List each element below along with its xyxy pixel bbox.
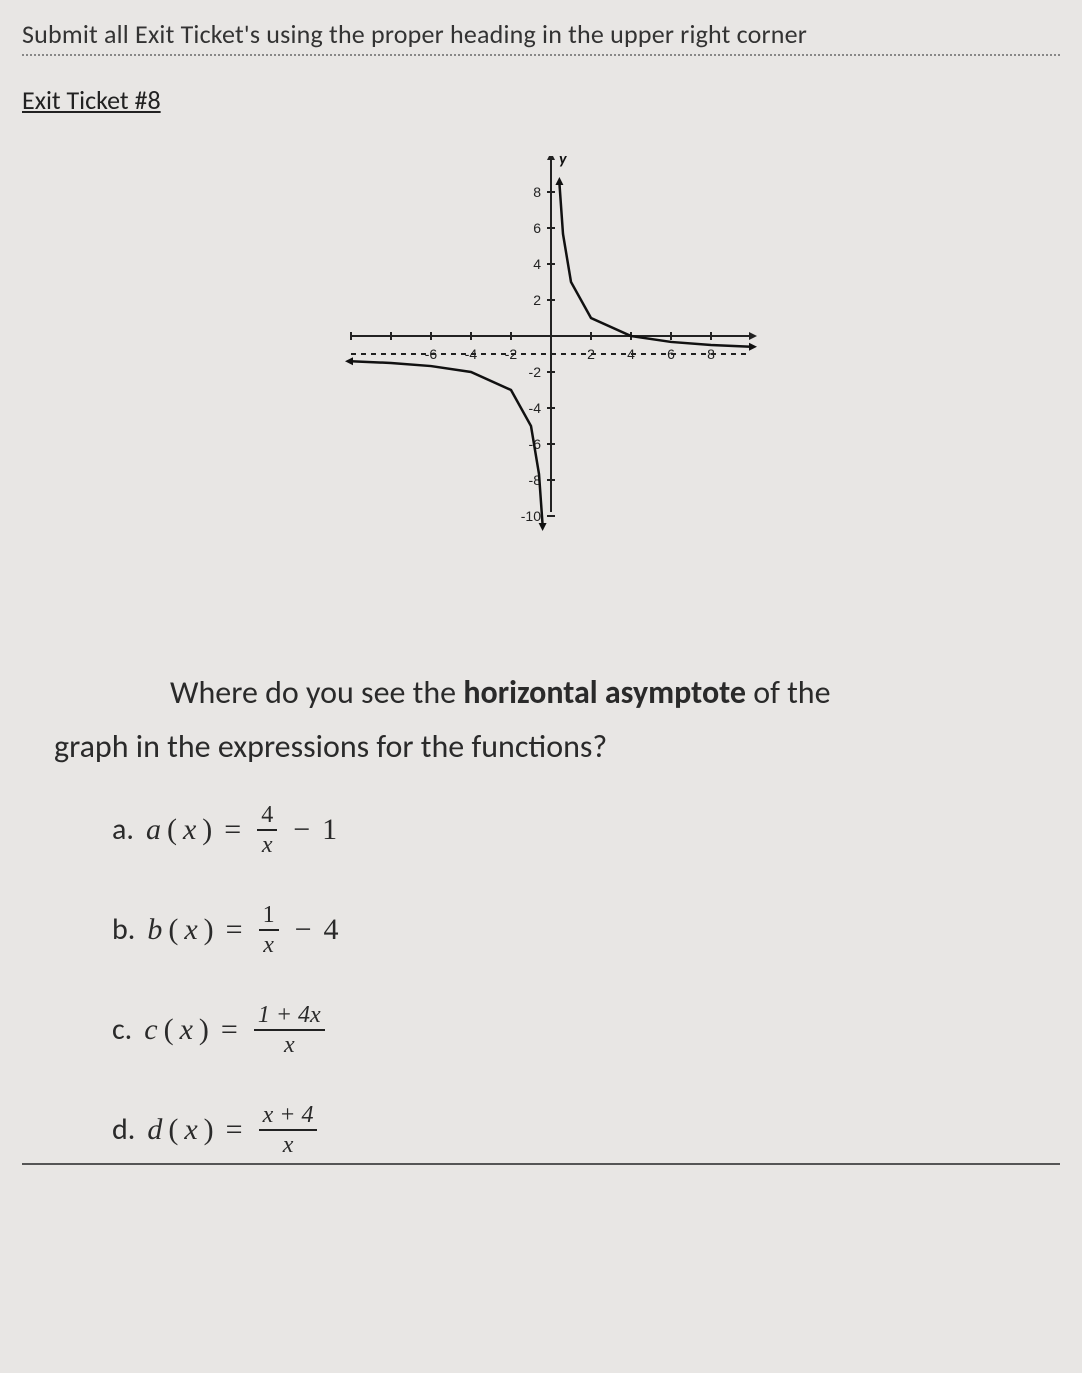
open-paren: ( bbox=[164, 1013, 174, 1047]
question-pre: Where do you see the bbox=[170, 673, 463, 712]
svg-text:8: 8 bbox=[533, 184, 541, 200]
choice-letter: d. bbox=[112, 1111, 135, 1148]
fn-var: x bbox=[184, 913, 197, 947]
chart-container: y-10-8-6-4-22468-6-4-22468 bbox=[22, 156, 1060, 546]
fraction: 4 x bbox=[257, 803, 277, 857]
equals: = bbox=[224, 813, 241, 847]
close-paren: ) bbox=[204, 913, 214, 947]
denominator: x bbox=[258, 831, 277, 857]
minus-op: − bbox=[295, 913, 312, 947]
open-paren: ( bbox=[168, 913, 178, 947]
fraction: x + 4 x bbox=[259, 1103, 318, 1157]
tail: 4 bbox=[324, 913, 339, 947]
open-paren: ( bbox=[168, 1113, 178, 1147]
close-paren: ) bbox=[199, 1013, 209, 1047]
denominator: x bbox=[259, 931, 278, 957]
svg-text:-10: -10 bbox=[521, 508, 541, 524]
question-post: of the bbox=[746, 673, 831, 712]
choice-b: b. b(x) = 1 x − 4 bbox=[112, 903, 1020, 957]
denominator: x bbox=[279, 1131, 298, 1157]
close-paren: ) bbox=[202, 813, 212, 847]
choice-c: c. c(x) = 1 + 4x x bbox=[112, 1003, 1020, 1057]
svg-text:y: y bbox=[559, 156, 567, 169]
numerator: 1 bbox=[259, 903, 279, 931]
svg-text:-2: -2 bbox=[529, 364, 542, 380]
fn-var: x bbox=[184, 1113, 197, 1147]
bottom-rule bbox=[22, 1163, 1060, 1165]
equals: = bbox=[226, 1113, 243, 1147]
fn-var: x bbox=[183, 813, 196, 847]
fn-name: d bbox=[147, 1113, 162, 1147]
minus-op: − bbox=[293, 813, 310, 847]
choice-letter: b. bbox=[112, 911, 135, 948]
exit-ticket-title: Exit Ticket #8 bbox=[22, 84, 1060, 116]
svg-text:4: 4 bbox=[627, 346, 635, 362]
numerator: x + 4 bbox=[259, 1103, 318, 1131]
svg-text:6: 6 bbox=[533, 220, 541, 236]
equals: = bbox=[221, 1013, 238, 1047]
fn-name: c bbox=[144, 1013, 157, 1047]
fn-name: b bbox=[147, 913, 162, 947]
svg-text:2: 2 bbox=[587, 346, 595, 362]
svg-text:-4: -4 bbox=[465, 346, 478, 362]
asymptote-chart: y-10-8-6-4-22468-6-4-22468 bbox=[321, 156, 761, 546]
question-text: Where do you see the horizontal asymptot… bbox=[112, 666, 1020, 775]
close-paren: ) bbox=[204, 1113, 214, 1147]
numerator: 4 bbox=[257, 803, 277, 831]
svg-text:2: 2 bbox=[533, 292, 541, 308]
equals: = bbox=[226, 913, 243, 947]
fn-var: x bbox=[180, 1013, 193, 1047]
choice-a: a. a(x) = 4 x − 1 bbox=[112, 803, 1020, 857]
fraction: 1 x bbox=[259, 903, 279, 957]
choice-letter: c. bbox=[112, 1011, 132, 1048]
question-line2: graph in the expressions for the functio… bbox=[54, 720, 607, 774]
svg-text:-4: -4 bbox=[529, 400, 542, 416]
svg-text:-6: -6 bbox=[425, 346, 438, 362]
choice-d: d. d(x) = x + 4 x bbox=[112, 1103, 1020, 1157]
svg-text:4: 4 bbox=[533, 256, 541, 272]
fn-name: a bbox=[146, 813, 161, 847]
tail: 1 bbox=[322, 813, 337, 847]
denominator: x bbox=[280, 1031, 299, 1057]
svg-text:6: 6 bbox=[667, 346, 675, 362]
open-paren: ( bbox=[167, 813, 177, 847]
svg-text:-2: -2 bbox=[505, 346, 518, 362]
numerator: 1 + 4x bbox=[254, 1003, 325, 1031]
svg-text:8: 8 bbox=[707, 346, 715, 362]
header-instruction: Submit all Exit Ticket's using the prope… bbox=[22, 18, 1060, 56]
question-bold: horizontal asymptote bbox=[463, 673, 746, 712]
fraction: 1 + 4x x bbox=[254, 1003, 325, 1057]
choice-letter: a. bbox=[112, 811, 134, 848]
